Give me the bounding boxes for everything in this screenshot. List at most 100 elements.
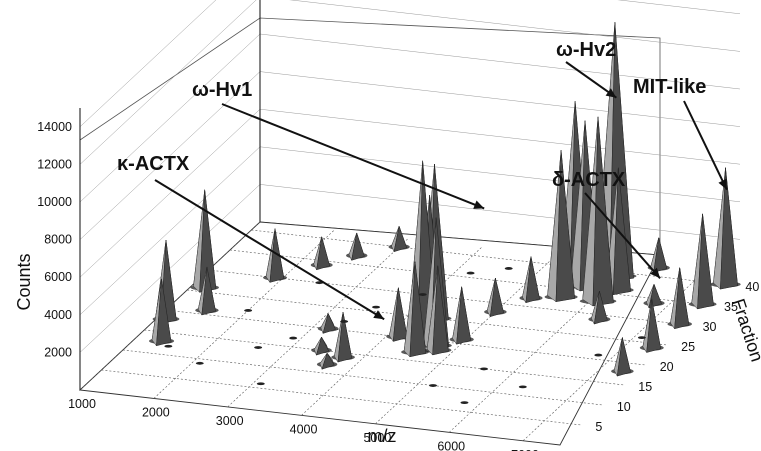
surface-peak [310, 236, 333, 271]
annotation: δ-ACTX [552, 169, 661, 279]
surface-blip [518, 385, 527, 389]
floor-gridline-fraction [122, 349, 603, 406]
surface-blip [254, 346, 263, 349]
wall-gridline [259, 146, 741, 203]
surface-blip [195, 361, 204, 365]
y-tick-label: 10000 [37, 195, 72, 209]
side-wall-gridline [79, 0, 217, 127]
annotation: κ-ACTX [117, 153, 385, 321]
annotation-arrow [683, 100, 728, 191]
floor-gridline-fraction [144, 329, 625, 386]
surface-blip [256, 382, 265, 386]
x-tick-label: 7000 [511, 448, 539, 451]
y-tick-label: 8000 [44, 233, 72, 247]
wall-gridline [259, 108, 741, 165]
surface-peak [588, 290, 611, 325]
surface-peak [611, 337, 634, 377]
surface-peak [263, 228, 287, 284]
x-tick-label: 2000 [142, 405, 170, 419]
surface-peak [579, 116, 617, 307]
surface-peak [449, 286, 474, 345]
surface-peak [195, 266, 219, 316]
x-axis-title: m/z [368, 426, 397, 446]
y-tick-label: 6000 [44, 270, 72, 284]
side-wall-gridline [79, 0, 257, 165]
surface-peak [519, 256, 543, 304]
y-axis-title: Counts [14, 253, 34, 310]
surface-peak [710, 167, 741, 290]
wall-gridline [617, 0, 741, 15]
side-wall-gridline [79, 146, 261, 315]
surface-blip [479, 367, 488, 371]
surface-peak [316, 352, 338, 370]
annotation-label: δ-ACTX [552, 169, 626, 191]
arrowhead [650, 267, 661, 279]
tick-labels: 1000 2000 3000 4000 5000 6000 7000 2000 4000 6000… [37, 120, 759, 451]
surface-peak [311, 336, 332, 356]
z-tick-label: 35 [724, 300, 738, 314]
surface-blip [429, 384, 438, 387]
surface-blip [460, 401, 469, 405]
arrowhead [718, 178, 727, 190]
surface-peak [386, 287, 411, 343]
surface-blip [289, 336, 298, 340]
surface-blip [637, 336, 646, 340]
floor-gridline-mz [153, 230, 335, 399]
surface-blip [594, 353, 603, 357]
surface-peak [317, 312, 339, 335]
surface-blip [466, 271, 475, 275]
wall-gridline [259, 71, 741, 127]
surface-peak [484, 277, 507, 318]
annotation-label: ω-Hv1 [192, 79, 252, 101]
z-tick-label: 30 [703, 320, 717, 334]
surface-peak [643, 283, 665, 309]
surface-blip [244, 309, 253, 312]
annotation-label: ω-Hv2 [556, 39, 616, 61]
side-wall-gridline [79, 184, 261, 353]
surface-blip [418, 293, 427, 296]
surface-peak [388, 225, 410, 253]
surface-peak [346, 232, 368, 262]
y-tick-label: 2000 [44, 345, 72, 359]
x-tick-label: 1000 [68, 397, 96, 411]
x-tick-label: 4000 [290, 422, 318, 436]
surface-peak [639, 298, 664, 354]
x-tick-label: 6000 [437, 439, 465, 451]
annotation-arrow [154, 179, 385, 321]
surface-blip [504, 267, 513, 270]
side-wall-gridline [79, 71, 261, 240]
surface-peak [688, 213, 717, 310]
annotations: ω-Hv1 κ-ACTX ω-Hv2 δ-ACTX MIT-like [117, 39, 728, 321]
annotation-arrow [565, 61, 617, 99]
z-tick-label: 15 [638, 380, 652, 394]
annotation-arrow [221, 103, 485, 210]
surface-peak [667, 267, 693, 330]
wall-gridline [289, 0, 741, 52]
z-tick-label: 5 [595, 420, 602, 434]
annotation: MIT-like [633, 76, 728, 191]
z-tick-label: 20 [660, 360, 674, 374]
x-tick-label: 5000 [363, 431, 391, 445]
z-tick-label: 25 [681, 340, 695, 354]
y-tick-label: 14000 [37, 120, 72, 134]
y-tick-label: 4000 [44, 308, 72, 322]
surface-peak [424, 265, 452, 356]
surface-peak [190, 189, 219, 293]
surface-peak [148, 278, 175, 347]
floor-gridline-fraction [251, 229, 732, 286]
floor-gridline-mz [301, 247, 482, 416]
surface [148, 22, 741, 405]
y-tick-label: 12000 [37, 157, 72, 171]
arrowhead [473, 200, 485, 209]
z-tick-label: 40 [745, 280, 759, 294]
floor-gridline-fraction [229, 249, 711, 306]
surface-blip [340, 320, 349, 323]
arrowhead [373, 310, 385, 320]
floor-gridline-fraction [101, 369, 582, 426]
annotation-label: MIT-like [633, 76, 706, 98]
surface-blip [372, 305, 381, 309]
annotation-arrow [584, 192, 661, 279]
surface-blip [164, 344, 173, 348]
z-tick-label: 10 [617, 400, 631, 414]
wall-gridline [259, 33, 741, 90]
